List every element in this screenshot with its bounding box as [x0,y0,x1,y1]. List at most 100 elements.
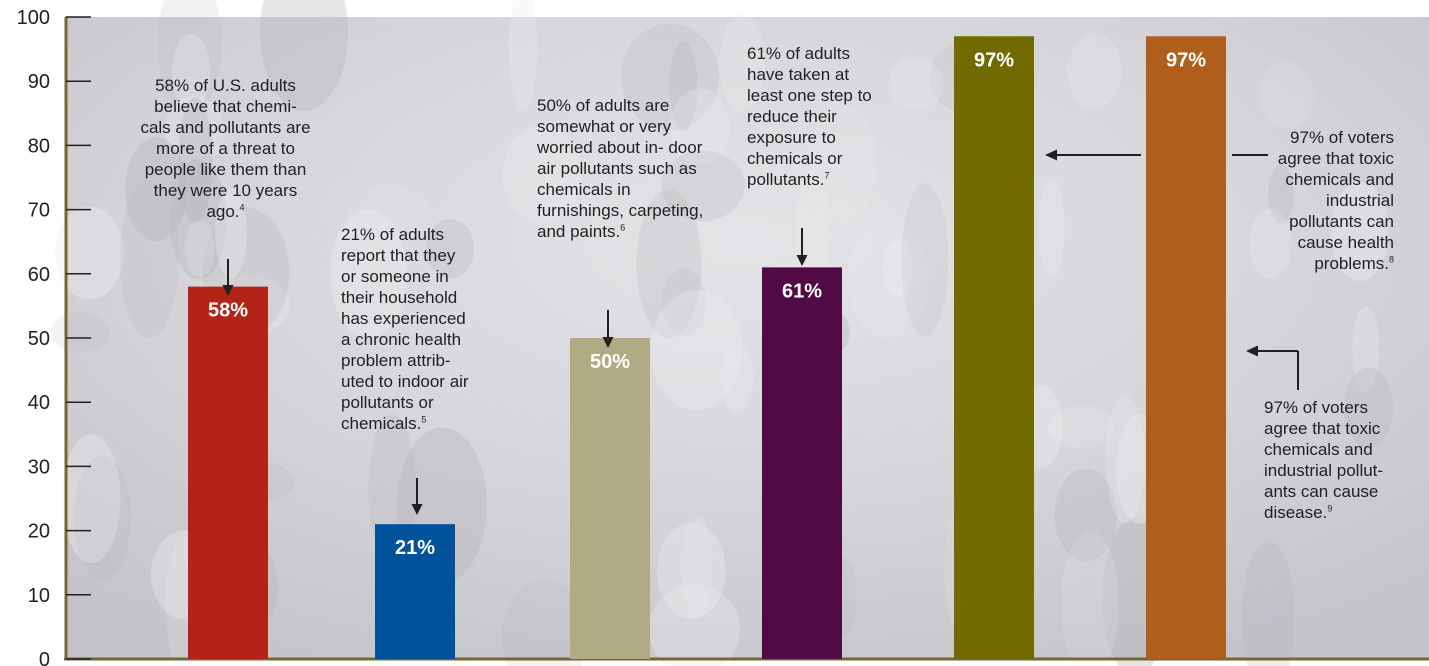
bar-4-value-label: 61% [782,280,822,302]
annotation-3: 50% of adults are somewhat or very worri… [537,95,705,242]
annotation-1-footnote: 4 [239,202,245,213]
annotation-4: 61% of adults have taken at least one st… [747,43,882,190]
y-tick-label: 30 [28,456,50,478]
background-blob [620,23,719,131]
annotation-6-footnote: 9 [1327,503,1333,514]
background-blob [1105,396,1146,524]
bar-6-value-label: 97% [1166,49,1206,71]
background-blob [346,185,431,242]
bar-1-value-label: 58% [208,300,248,322]
background-blob [1241,540,1295,666]
background-blob [172,34,211,111]
background-blob [1352,305,1379,393]
background-blob [260,0,348,112]
background-blob [650,290,743,411]
background-blob [680,516,714,617]
background-blob [119,179,179,339]
y-tick-label: 10 [28,585,50,607]
annotation-5: 97% of voters agree that toxic chemicals… [1270,127,1394,274]
background-blob [1331,181,1389,282]
background-blob [184,220,215,278]
background-blob [125,137,187,242]
background-blob [157,0,222,113]
background-blob [1067,34,1122,109]
bar-4 [762,267,842,659]
background-blob [648,584,740,666]
background-blob [661,150,745,222]
background-blob [74,455,131,580]
background-blob [501,579,588,666]
annotation-5-footnote: 8 [1388,254,1394,265]
annotation-1-text: 58% of U.S. adults believe that chemi- c… [140,76,311,221]
y-tick-label: 0 [39,649,50,666]
background-blob [1048,405,1115,449]
background-blob [720,343,754,413]
bar-3-value-label: 50% [590,351,630,373]
annotation-3-footnote: 6 [620,222,626,233]
annotation-3-text: 50% of adults are somewhat or very worri… [537,96,704,241]
background-blob [215,188,247,279]
bar-2 [375,524,455,659]
background-blob [662,268,706,337]
background-blob [169,159,227,280]
background-blob [847,219,929,339]
bar-2-value-label: 21% [395,537,435,559]
arrow-head [1246,345,1258,357]
annotation-6-text: 97% of voters agree that toxic chemicals… [1264,398,1384,522]
background-blob [178,97,213,224]
background-blob [882,239,913,297]
background-blob [669,88,731,166]
background-blob [502,124,583,224]
background-blob [1343,367,1394,448]
background-blob [163,96,225,167]
background-blob [669,41,698,131]
bars: 58% 21% 50% 61% 97% 97% [188,36,1226,659]
background-blob [808,103,878,224]
background-blob [1054,468,1117,562]
bar-6 [1146,36,1226,659]
annotation-4-footnote: 7 [824,170,830,181]
y-tick-label: 40 [28,392,50,414]
background-blob [425,219,475,279]
annotation-2-footnote: 5 [421,414,427,425]
annotation-arrows [222,149,1299,515]
background-blob [901,182,949,337]
background-blob [50,311,110,353]
background-blob [1268,164,1294,224]
y-tick-label: 70 [28,200,50,222]
background-blob [636,189,702,339]
background-blob [657,522,726,619]
y-tick-label: 90 [28,71,50,93]
annotation-2: 21% of adults report that they or someon… [341,224,471,434]
arrow-head [411,504,423,515]
y-tick-label: 80 [28,135,50,157]
y-axis: 0 10 20 30 40 50 60 70 80 90 100 [17,7,91,666]
annotation-4-text: 61% of adults have taken at least one st… [747,44,872,189]
y-tick-label: 100 [17,7,50,29]
y-tick-label: 20 [28,521,50,543]
arrow-head [1045,149,1057,161]
bar-5-value-label: 97% [974,49,1014,71]
background-blob [55,206,124,300]
background-blob [1248,209,1292,279]
background-blob [1038,178,1065,279]
bar-5 [954,36,1034,659]
bar-3 [570,338,650,659]
background-blob [1258,61,1314,129]
background-blob [719,13,765,112]
y-tick-label: 50 [28,328,50,350]
arrow-head [222,285,234,296]
background-blob [888,57,944,110]
arrow-head [602,337,614,348]
arrow-head [796,255,808,266]
background-blob [508,0,538,112]
annotation-5-text: 97% of voters agree that toxic chemicals… [1277,128,1394,273]
annotation-6: 97% of voters agree that toxic chemicals… [1264,397,1394,523]
y-tick-label: 60 [28,264,50,286]
bar-1 [188,286,268,659]
background-blob [1061,531,1120,666]
annotation-1: 58% of U.S. adults believe that chemi- c… [138,75,313,222]
annotation-2-text: 21% of adults report that they or someon… [341,225,469,433]
background-blob [330,209,407,339]
